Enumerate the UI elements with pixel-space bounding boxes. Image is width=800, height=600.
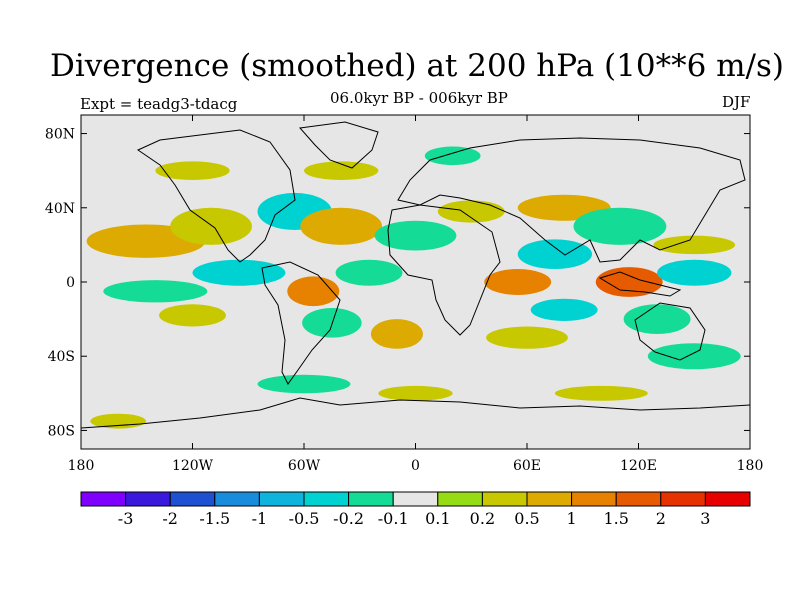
- x-tick-label: 180: [737, 458, 764, 474]
- chart-subtitle: 06.0kyr BP - 006kyr BP: [330, 89, 508, 107]
- region-11: [374, 220, 457, 251]
- coast-australia: [634, 302, 706, 361]
- colorbar-label: -1: [252, 509, 268, 528]
- colorbar-label: 1.5: [603, 509, 628, 528]
- colorbar-swatch: [303, 491, 350, 507]
- colorbar-label: 2: [656, 509, 666, 528]
- region-12: [437, 200, 505, 223]
- y-tick-label: 0: [66, 275, 75, 291]
- y-tick-label: 80N: [45, 127, 75, 143]
- coast-antarctica: [81, 397, 750, 429]
- region-4: [159, 304, 226, 327]
- region-29: [554, 385, 648, 401]
- region-7: [335, 259, 403, 286]
- region-22: [486, 326, 568, 349]
- region-13: [484, 269, 552, 295]
- region-24: [155, 161, 230, 180]
- x-axis: 180 120W 60W 0 60E 120E 180: [68, 115, 764, 474]
- x-tick-label: 120E: [620, 458, 657, 474]
- coast-africa: [387, 204, 501, 336]
- region-10: [370, 319, 423, 349]
- x-tick-label: 120W: [172, 458, 214, 474]
- colorbar-label: 0.2: [470, 509, 495, 528]
- colorbar-swatch: [615, 491, 662, 507]
- y-tick-label: 40N: [45, 201, 75, 217]
- x-tick-label: 60E: [513, 458, 541, 474]
- coast-north-america: [136, 129, 296, 263]
- colorbar-label: 0.1: [425, 509, 450, 528]
- colorbar-label: 3: [700, 509, 710, 528]
- region-26: [424, 146, 481, 166]
- colorbar-label: -1.5: [199, 509, 230, 528]
- region-6: [300, 207, 383, 245]
- coast-greenland: [299, 121, 379, 169]
- colorbar: -3 -2 -1.5 -1 -0.5 -0.2 -0.1 0.1 0.2 0.5 1 1.5 2 3: [80, 491, 751, 528]
- region-2: [103, 280, 208, 303]
- region-18: [657, 259, 732, 286]
- region-16: [573, 207, 667, 245]
- region-3: [192, 259, 286, 286]
- region-14: [517, 239, 593, 270]
- x-tick-label: 180: [68, 458, 95, 474]
- region-8: [287, 276, 340, 307]
- divergence-regions: [86, 146, 741, 429]
- colorbar-swatch: [526, 491, 573, 507]
- colorbar-label: 0.5: [514, 509, 539, 528]
- colorbar-swatch: [571, 491, 617, 507]
- region-23: [530, 298, 598, 321]
- x-tick-label: 0: [411, 458, 420, 474]
- region-28: [378, 385, 453, 401]
- region-1: [170, 207, 252, 245]
- colorbar-label: 1: [567, 509, 577, 528]
- colorbar-swatch: [169, 491, 216, 507]
- colorbar-label: -2: [162, 509, 178, 528]
- colorbar-label: -0.5: [289, 509, 320, 528]
- colorbar-swatch: [214, 491, 260, 507]
- colorbar-label: -0.1: [378, 509, 409, 528]
- y-tick-label: 40S: [48, 349, 75, 365]
- colorbar-label: -0.2: [333, 509, 364, 528]
- region-25: [304, 161, 379, 180]
- region-20: [623, 304, 691, 334]
- experiment-label: Expt = teadg3-tdacg: [80, 95, 238, 113]
- colorbar-swatch: [660, 491, 706, 507]
- region-21: [647, 343, 741, 370]
- x-tick-label: 60W: [288, 458, 321, 474]
- coast-indonesia: [598, 271, 682, 297]
- y-axis: 80N 40N 0 40S 80S: [45, 127, 750, 439]
- colorbar-swatch: [125, 491, 171, 507]
- season-label: DJF: [722, 93, 751, 111]
- coastlines: [81, 121, 750, 429]
- colorbar-label: -3: [118, 509, 134, 528]
- colorbar-swatch: [392, 491, 439, 507]
- colorbar-swatch: [437, 491, 483, 507]
- colorbar-swatch: [481, 491, 528, 507]
- region-19: [653, 235, 736, 255]
- chart-title: Divergence (smoothed) at 200 hPa (10**6 …: [50, 48, 784, 84]
- colorbar-swatch: [80, 491, 127, 507]
- colorbar-swatch: [348, 491, 394, 507]
- coast-eurasia: [397, 137, 746, 263]
- colorbar-swatch: [258, 491, 305, 507]
- colorbar-swatch: [704, 491, 751, 507]
- y-tick-label: 80S: [48, 423, 75, 439]
- region-27: [257, 374, 351, 394]
- coast-south-america: [261, 261, 341, 385]
